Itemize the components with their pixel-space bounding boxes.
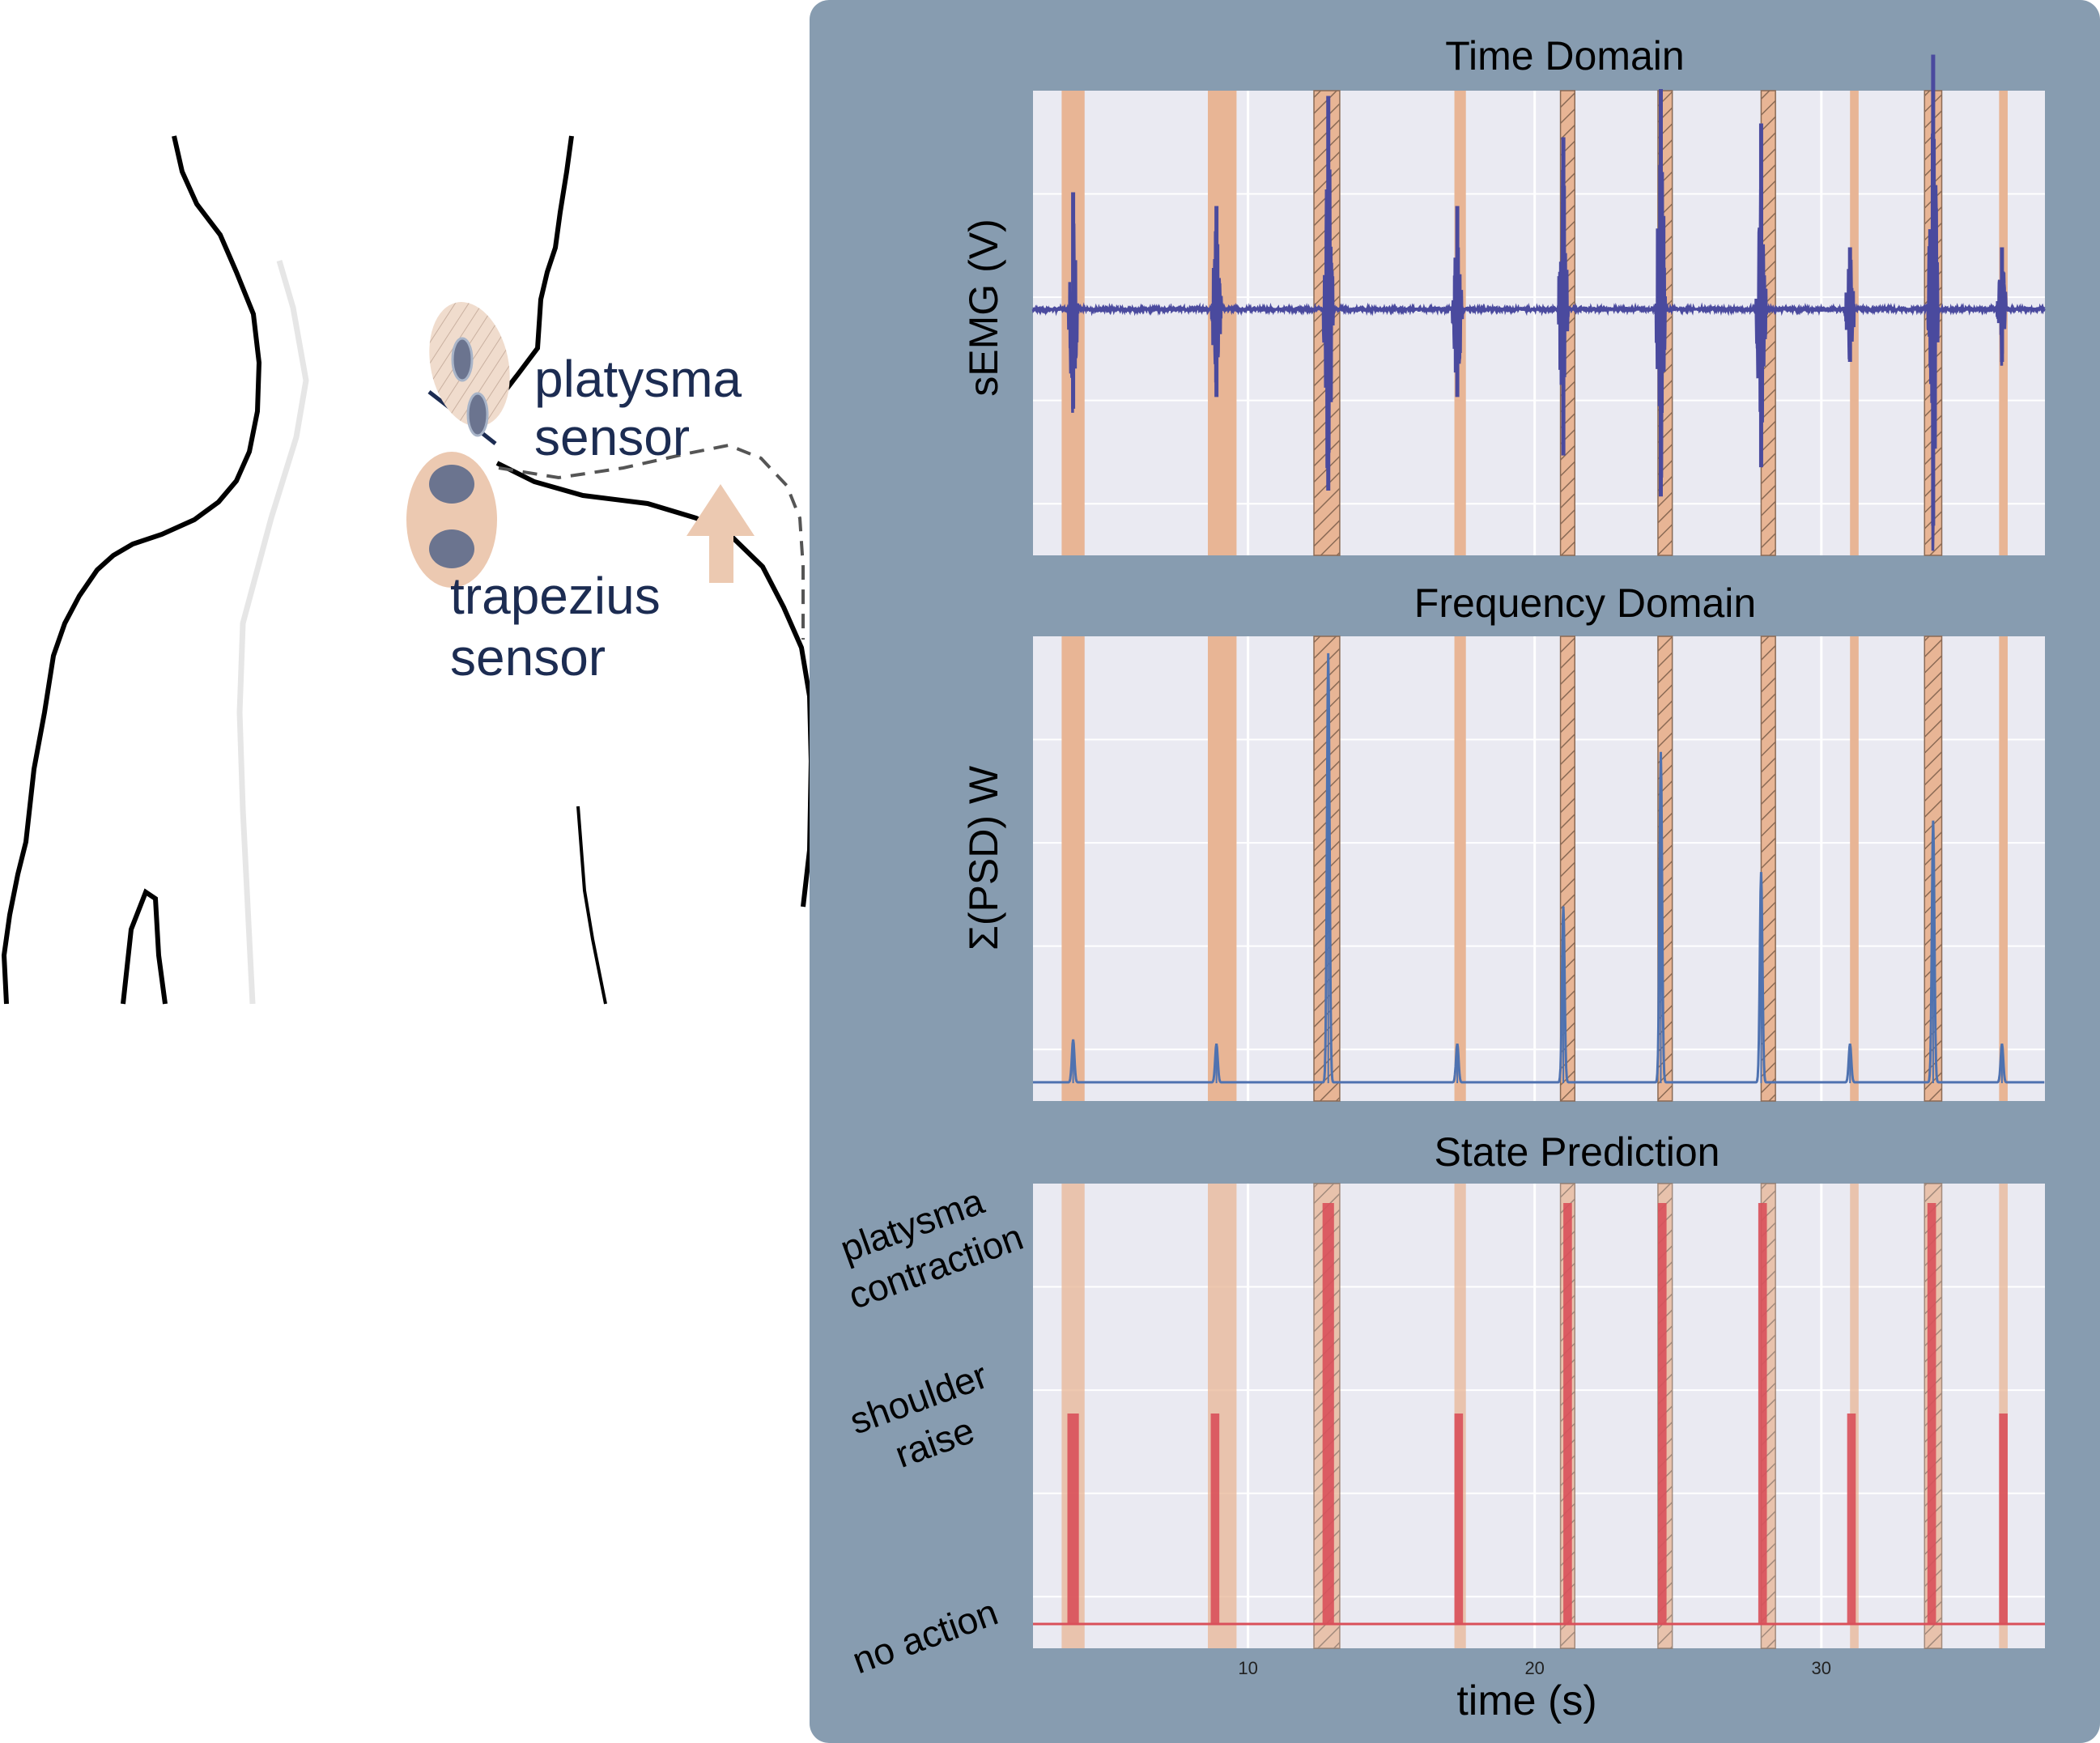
platysma-label-1: platysma (534, 350, 742, 408)
x-tick-label: 20 (1524, 1658, 1544, 1678)
prediction-bar (1454, 1414, 1464, 1624)
freq-plot-area (1033, 636, 2045, 1101)
freq-event-span (1061, 636, 1085, 1101)
semg-trace (1031, 133, 2046, 551)
state-plot-area (1033, 1184, 2045, 1648)
time-plot-area (1033, 91, 2045, 555)
prediction-bar (1657, 1203, 1667, 1624)
lead-wire (498, 443, 805, 640)
x-tick-label: 30 (1812, 1658, 1831, 1678)
prediction-bar (1210, 1414, 1220, 1624)
platysma-label-2: sensor (534, 408, 690, 466)
freq-event-span (1208, 636, 1237, 1101)
state-prediction-title: State Prediction (1435, 1129, 1720, 1175)
prediction-bar (1847, 1414, 1856, 1624)
neck-outline (488, 135, 574, 409)
x-tick-label: 10 (1238, 1658, 1257, 1678)
prediction-bar (1999, 1414, 2008, 1624)
prediction-bar (1758, 1203, 1767, 1624)
frequency-domain-plot (1033, 636, 2045, 1102)
platysma-electrode-1 (451, 337, 474, 382)
frequency-domain-title: Frequency Domain (1414, 580, 1756, 626)
platysma-electrode-2 (466, 392, 489, 437)
psd-trace (1033, 653, 2045, 1084)
freq-event-span (1999, 636, 2008, 1101)
time-domain-ylabel: sEMG (V) (961, 219, 1006, 396)
x-axis-label: time (s) (1456, 1677, 1596, 1724)
shoulder-raise-arrow-icon (687, 484, 755, 583)
time-domain-title: Time Domain (1445, 33, 1684, 79)
trapezius-label-2: sensor (450, 628, 606, 687)
body-illustration: platysma sensor trapezius sensor (1, 135, 814, 1005)
prediction-bar (1322, 1203, 1334, 1624)
trapezius-electrode-1 (429, 465, 474, 504)
prediction-bar (1563, 1203, 1572, 1624)
trapezius-label-1: trapezius (450, 567, 661, 625)
prediction-bar (1067, 1414, 1079, 1624)
trapezius-electrode-2 (429, 529, 474, 568)
prediction-bar (1927, 1203, 1936, 1624)
x-tick-labels: 10 20 30 (1238, 1658, 1831, 1678)
spine-line (236, 260, 309, 1005)
freq-event-span (1760, 636, 1776, 1102)
trapezius-sensor-pad (406, 452, 497, 588)
freq-event-span (1850, 636, 1859, 1101)
state-prediction-plot (1033, 1183, 2045, 1649)
freq-event-span (1454, 636, 1466, 1101)
arm-inner-outline (121, 888, 168, 1005)
back-outline (1, 135, 262, 1005)
chest-line (576, 806, 607, 1005)
frequency-domain-ylabel: Σ(PSD) W (961, 765, 1006, 950)
time-domain-plot (1031, 54, 2046, 556)
